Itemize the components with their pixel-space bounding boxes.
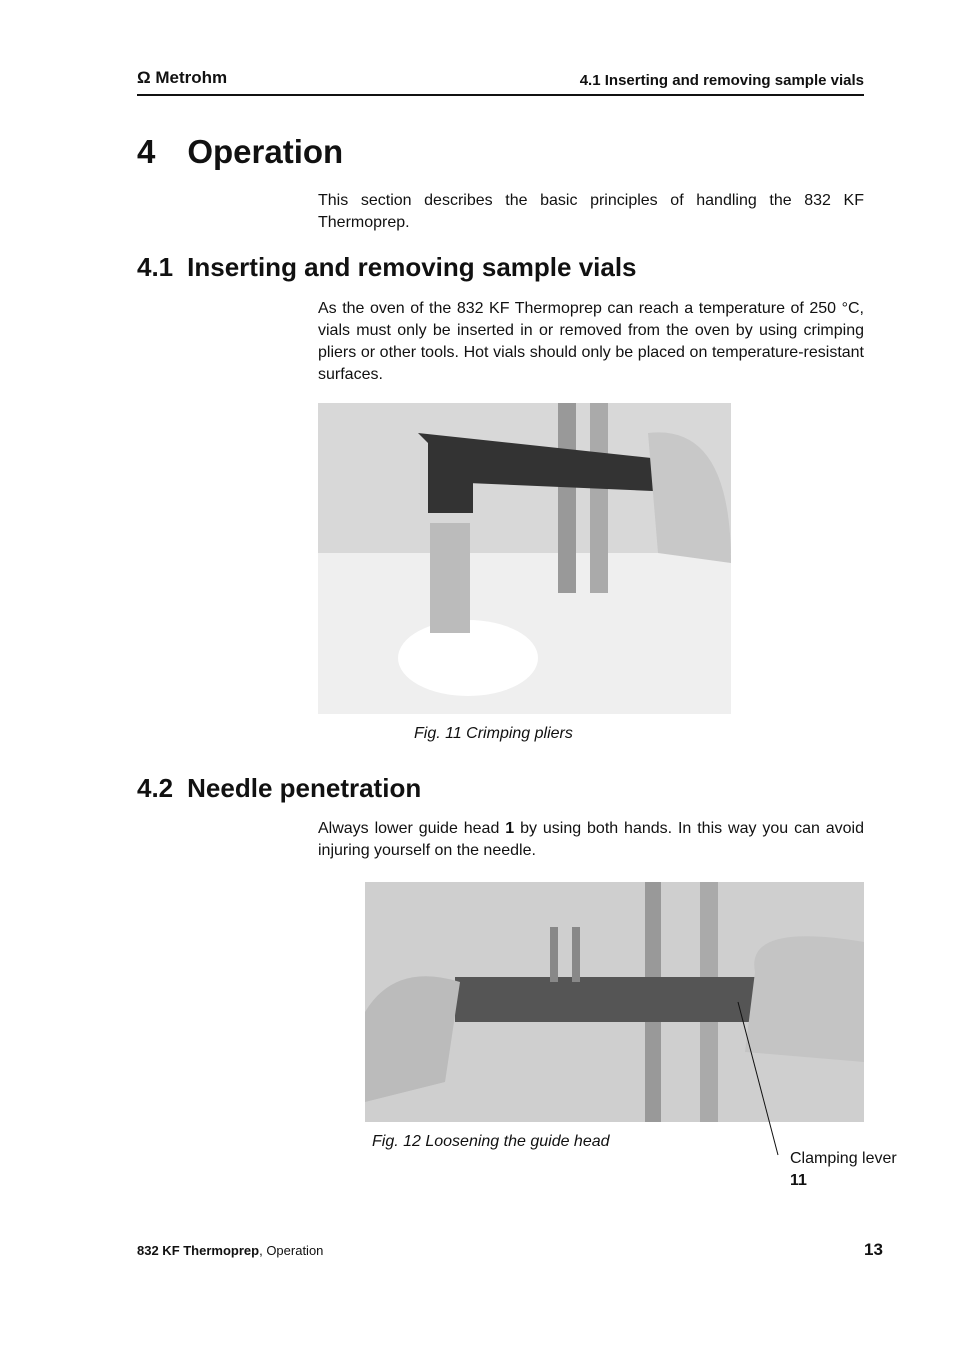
chapter-heading: 4 Operation (137, 133, 343, 171)
bold: 1 (505, 820, 515, 837)
callout-label: Clamping lever (790, 1150, 897, 1167)
section-title: Inserting and removing sample vials (187, 252, 637, 282)
caption: Fig. 12 Loosening the guide head (372, 1133, 610, 1150)
paragraph: Always lower guide head 1 by using both … (318, 818, 864, 862)
paragraph: As the oven of the 832 KF Thermoprep can… (318, 300, 864, 383)
header-section: 4.1 Inserting and removing sample vials (579, 72, 864, 89)
header-rule (137, 94, 864, 96)
section-heading: 4.1 Inserting and removing sample vials (137, 252, 637, 283)
caption: Fig. 11 Crimping pliers (414, 725, 573, 742)
callout-line (737, 1001, 779, 1156)
chapter-title: Operation (187, 133, 344, 170)
intro: This section describes the basic princip… (318, 192, 864, 231)
footer-suffix: , Operation (259, 1243, 324, 1258)
section-number: 4.2 (137, 773, 174, 803)
page-number: 13 (864, 1240, 883, 1259)
photo (318, 403, 731, 714)
callout: Clamping lever 11 (790, 1148, 897, 1192)
text: by using both hands. In this way you can… (318, 820, 865, 859)
section-heading: 4.2 Needle penetration (137, 773, 421, 804)
text: Always lower guide head (318, 820, 500, 837)
logo-text: Metrohm (155, 68, 228, 87)
section-number: 4.1 (137, 252, 174, 282)
footer-product: 832 KF Thermoprep (137, 1243, 260, 1258)
logo: Ω Metrohm (137, 68, 228, 87)
footer: 832 KF Thermoprep, Operation (137, 1243, 323, 1258)
photo (365, 882, 864, 1122)
section-title: Needle penetration (187, 773, 422, 803)
callout-number: 11 (790, 1172, 807, 1189)
chapter-number: 4 (137, 133, 156, 170)
